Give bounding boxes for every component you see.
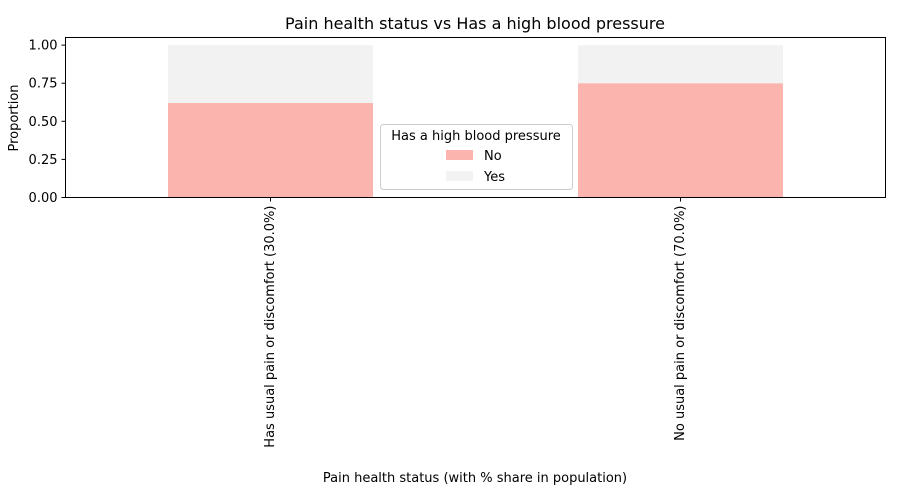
chart-title: Pain health status vs Has a high blood p…	[285, 14, 665, 33]
legend-swatch-no	[446, 150, 473, 160]
x-axis-label: Pain health status (with % share in popu…	[323, 471, 627, 486]
legend: Has a high blood pressure No Yes	[380, 124, 573, 190]
bar-yes-1	[168, 45, 373, 104]
plot-area	[65, 37, 886, 198]
plot-frame	[65, 37, 886, 198]
y-tick-label: 0.50	[29, 115, 58, 130]
legend-title: Has a high blood pressure	[391, 129, 561, 144]
y-tick-label: 0.75	[29, 77, 58, 92]
x-tick-label: Has usual pain or discomfort (30.0%)	[263, 206, 278, 448]
y-axis: 0.00 0.25 0.50 0.75 1.00	[29, 39, 66, 206]
y-tick-label: 0.25	[29, 153, 58, 168]
bar-no-1	[168, 103, 373, 198]
x-axis: Has usual pain or discomfort (30.0%) No u…	[263, 197, 688, 448]
legend-label-no: No	[484, 149, 502, 164]
bars	[168, 45, 783, 198]
legend-box	[380, 124, 573, 190]
bar-yes-2	[578, 45, 783, 84]
y-tick-label: 1.00	[29, 39, 58, 54]
legend-swatch-yes	[446, 171, 473, 181]
y-axis-label: Proportion	[7, 84, 22, 151]
x-tick-label: No usual pain or discomfort (70.0%)	[673, 206, 688, 441]
legend-label-yes: Yes	[483, 170, 505, 185]
y-tick-label: 0.00	[29, 191, 58, 206]
bar-no-2	[578, 83, 783, 198]
